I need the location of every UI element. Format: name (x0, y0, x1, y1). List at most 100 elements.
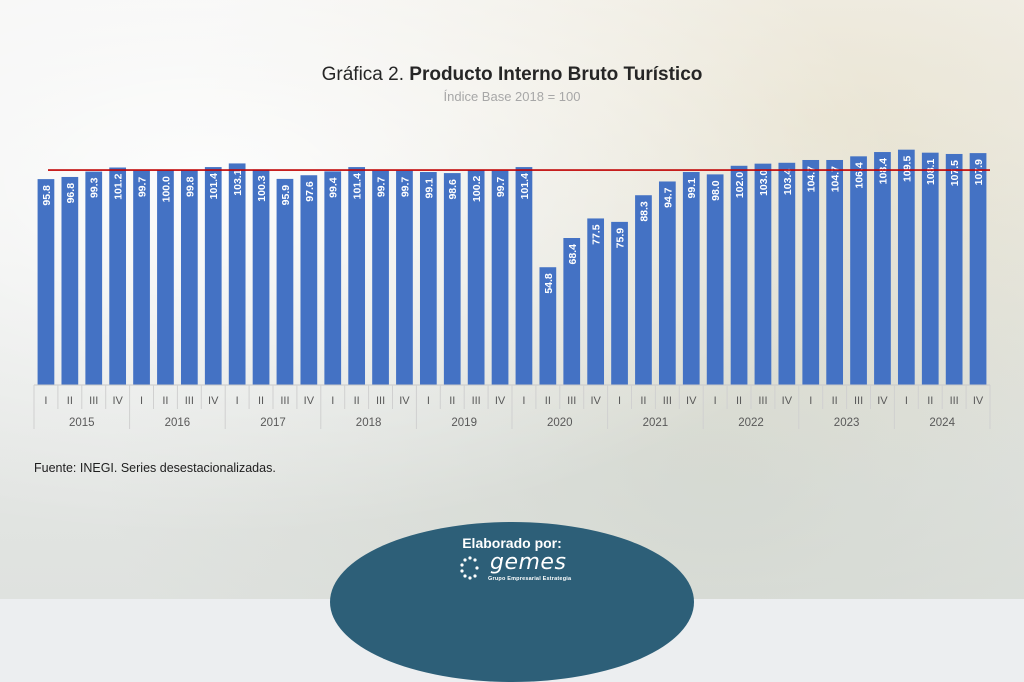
bar-value-label: 100.3 (256, 175, 268, 201)
bar-value-label: 107.9 (973, 159, 985, 185)
year-tick-label: 2015 (69, 417, 95, 429)
year-tick-label: 2016 (165, 417, 191, 429)
bar (252, 169, 270, 385)
quarter-tick-label: III (950, 395, 959, 407)
year-tick-label: 2024 (929, 417, 955, 429)
bar (874, 152, 891, 385)
bar (443, 173, 461, 385)
year-tick-label: 2018 (356, 417, 382, 429)
quarter-tick-label: I (236, 395, 239, 407)
quarter-tick-label: IV (686, 395, 697, 407)
quarter-tick-label: II (927, 395, 933, 407)
bar (754, 163, 772, 385)
quarter-tick-label: II (640, 395, 646, 407)
bar (276, 178, 294, 385)
quarter-tick-label: I (618, 395, 621, 407)
bar (682, 172, 700, 385)
bar-value-label: 77.5 (591, 224, 603, 245)
quarter-tick-label: II (258, 395, 264, 407)
year-tick-label: 2017 (260, 417, 286, 429)
bar (491, 170, 509, 385)
quarter-tick-label: II (449, 395, 455, 407)
quarter-tick-label: IV (973, 395, 984, 407)
bar-value-label: 109.5 (901, 156, 913, 182)
bar-value-label: 103.4 (782, 169, 794, 195)
credits-label: Elaborado por: (462, 535, 562, 551)
bar (897, 149, 915, 385)
bar-value-label: 101.4 (519, 173, 531, 199)
bar (396, 170, 413, 385)
bar (826, 159, 844, 385)
quarter-tick-label: III (758, 395, 767, 407)
bar-value-label: 99.7 (495, 177, 507, 198)
bar-value-label: 102.0 (734, 172, 746, 198)
bar (539, 267, 557, 385)
bar (61, 176, 79, 385)
bar-value-label: 95.9 (280, 185, 292, 206)
quarter-tick-label: IV (877, 395, 888, 407)
quarter-tick-label: II (545, 395, 551, 407)
quarter-tick-label: I (714, 395, 717, 407)
quarter-tick-label: IV (304, 395, 315, 407)
quarter-tick-label: I (44, 395, 47, 407)
bar (778, 162, 796, 385)
bar-value-label: 68.4 (567, 244, 579, 265)
bar (706, 174, 724, 385)
quarter-tick-label: I (140, 395, 143, 407)
bar (945, 153, 963, 385)
bar-value-label: 108.1 (925, 159, 937, 185)
quarter-tick-label: I (427, 395, 430, 407)
quarter-tick-label: III (185, 395, 194, 407)
bar-value-label: 99.3 (89, 177, 101, 198)
quarter-tick-label: III (854, 395, 863, 407)
chart-title-main: Producto Interno Bruto Turístico (409, 64, 703, 85)
bar (109, 167, 127, 385)
bar (563, 238, 581, 385)
bar-value-label: 88.3 (638, 201, 650, 222)
chart-title-prefix: Gráfica 2. (321, 64, 404, 85)
bar (467, 169, 485, 385)
bar-value-label: 103.1 (232, 169, 244, 195)
chart-subtitle: Índice Base 2018 = 100 (443, 89, 581, 104)
gemes-logo-icon (460, 556, 479, 580)
quarter-tick-label: III (376, 395, 385, 407)
bar (180, 170, 198, 385)
bar-value-label: 100.2 (471, 176, 483, 202)
bar-value-label: 104.7 (806, 166, 818, 192)
bar-value-label: 99.7 (399, 177, 411, 198)
bar-value-label: 99.1 (686, 178, 698, 199)
bar (587, 218, 605, 385)
quarter-tick-label: II (162, 395, 168, 407)
bar-value-label: 95.8 (41, 185, 53, 206)
bar-value-label: 108.4 (877, 158, 889, 184)
quarter-tick-label: I (331, 395, 334, 407)
bar-value-label: 101.4 (352, 173, 364, 199)
bar (730, 165, 748, 385)
bar-value-label: 99.4 (328, 177, 340, 198)
quarter-tick-label: IV (495, 395, 506, 407)
bar-value-label: 54.8 (543, 273, 555, 294)
quarter-tick-label: III (663, 395, 672, 407)
logo-tagline: Grupo Empresarial Estrategia (488, 576, 572, 582)
quarter-tick-label: IV (782, 395, 793, 407)
quarter-tick-label: II (832, 395, 838, 407)
bar-value-label: 99.1 (423, 178, 435, 199)
bar (324, 171, 342, 385)
bar-value-label: 101.4 (208, 173, 220, 199)
bar-value-label: 94.7 (662, 187, 674, 208)
bar (348, 167, 366, 385)
quarter-tick-label: IV (208, 395, 219, 407)
year-tick-label: 2022 (738, 417, 764, 429)
quarter-tick-label: II (67, 395, 73, 407)
bar-value-label: 75.9 (615, 228, 627, 249)
bar (802, 159, 820, 385)
bar (204, 167, 222, 385)
year-tick-label: 2020 (547, 417, 573, 429)
bar-value-label: 98.0 (710, 180, 722, 201)
bar (969, 153, 987, 385)
quarter-tick-label: III (472, 395, 481, 407)
bar (921, 152, 939, 385)
bar (37, 179, 55, 385)
bar (635, 195, 652, 385)
bar-value-label: 103.0 (758, 169, 770, 195)
